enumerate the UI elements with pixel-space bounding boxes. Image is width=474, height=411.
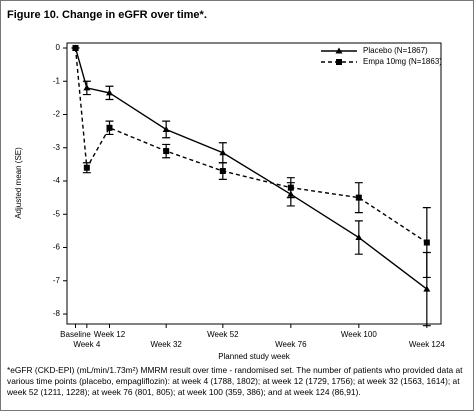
y-tick-label: -7 bbox=[53, 276, 61, 285]
x-tick-label: Week 4 bbox=[73, 340, 101, 349]
y-tick-label: -3 bbox=[53, 143, 61, 152]
point bbox=[423, 285, 431, 292]
x-tick-label: Week 76 bbox=[275, 340, 307, 349]
point bbox=[72, 44, 79, 51]
y-tick-label: -5 bbox=[53, 209, 61, 218]
x-tick-label: Week 100 bbox=[341, 330, 377, 339]
point bbox=[355, 194, 362, 201]
x-tick-label: Week 12 bbox=[94, 330, 126, 339]
y-tick-label: -2 bbox=[53, 110, 61, 119]
series-line bbox=[74, 47, 428, 290]
chart-title: Figure 10. Change in eGFR over time*. bbox=[7, 9, 207, 21]
point bbox=[106, 89, 113, 96]
chart: Adjusted mean (SE) Planned study week 0 -… bbox=[14, 42, 445, 361]
y-axis-label: Adjusted mean (SE) bbox=[14, 147, 23, 219]
legend-label: Empa 10mg (N=1863) bbox=[363, 57, 442, 66]
point bbox=[106, 124, 113, 131]
x-tick-label: Week 52 bbox=[207, 330, 239, 339]
x-axis-label: Planned study week bbox=[218, 352, 291, 361]
point bbox=[287, 184, 294, 191]
footnote: *eGFR (CKD-EPI) (mL/min/1.73m²) MMRM res… bbox=[7, 365, 463, 397]
point bbox=[219, 149, 227, 156]
point bbox=[162, 125, 170, 132]
y-tick-label: -6 bbox=[53, 243, 61, 252]
y-tick-label: 0 bbox=[56, 43, 61, 52]
legend-marker bbox=[335, 47, 343, 54]
x-tick-label: Week 32 bbox=[150, 340, 182, 349]
series-line bbox=[74, 47, 428, 244]
plot-frame bbox=[66, 42, 442, 325]
point bbox=[219, 168, 226, 175]
y-tick-label: -1 bbox=[53, 76, 61, 85]
y-tick-label: -4 bbox=[53, 176, 61, 185]
point bbox=[163, 148, 170, 155]
legend-label: Placebo (N=1867) bbox=[363, 46, 428, 55]
x-tick-label: Baseline bbox=[60, 330, 91, 339]
y-tick-label: -8 bbox=[53, 309, 61, 318]
point bbox=[83, 84, 91, 91]
legend-marker bbox=[336, 59, 342, 65]
x-tick-label: Week 124 bbox=[409, 340, 445, 349]
point bbox=[83, 164, 90, 171]
point bbox=[423, 239, 430, 246]
point bbox=[355, 234, 363, 241]
